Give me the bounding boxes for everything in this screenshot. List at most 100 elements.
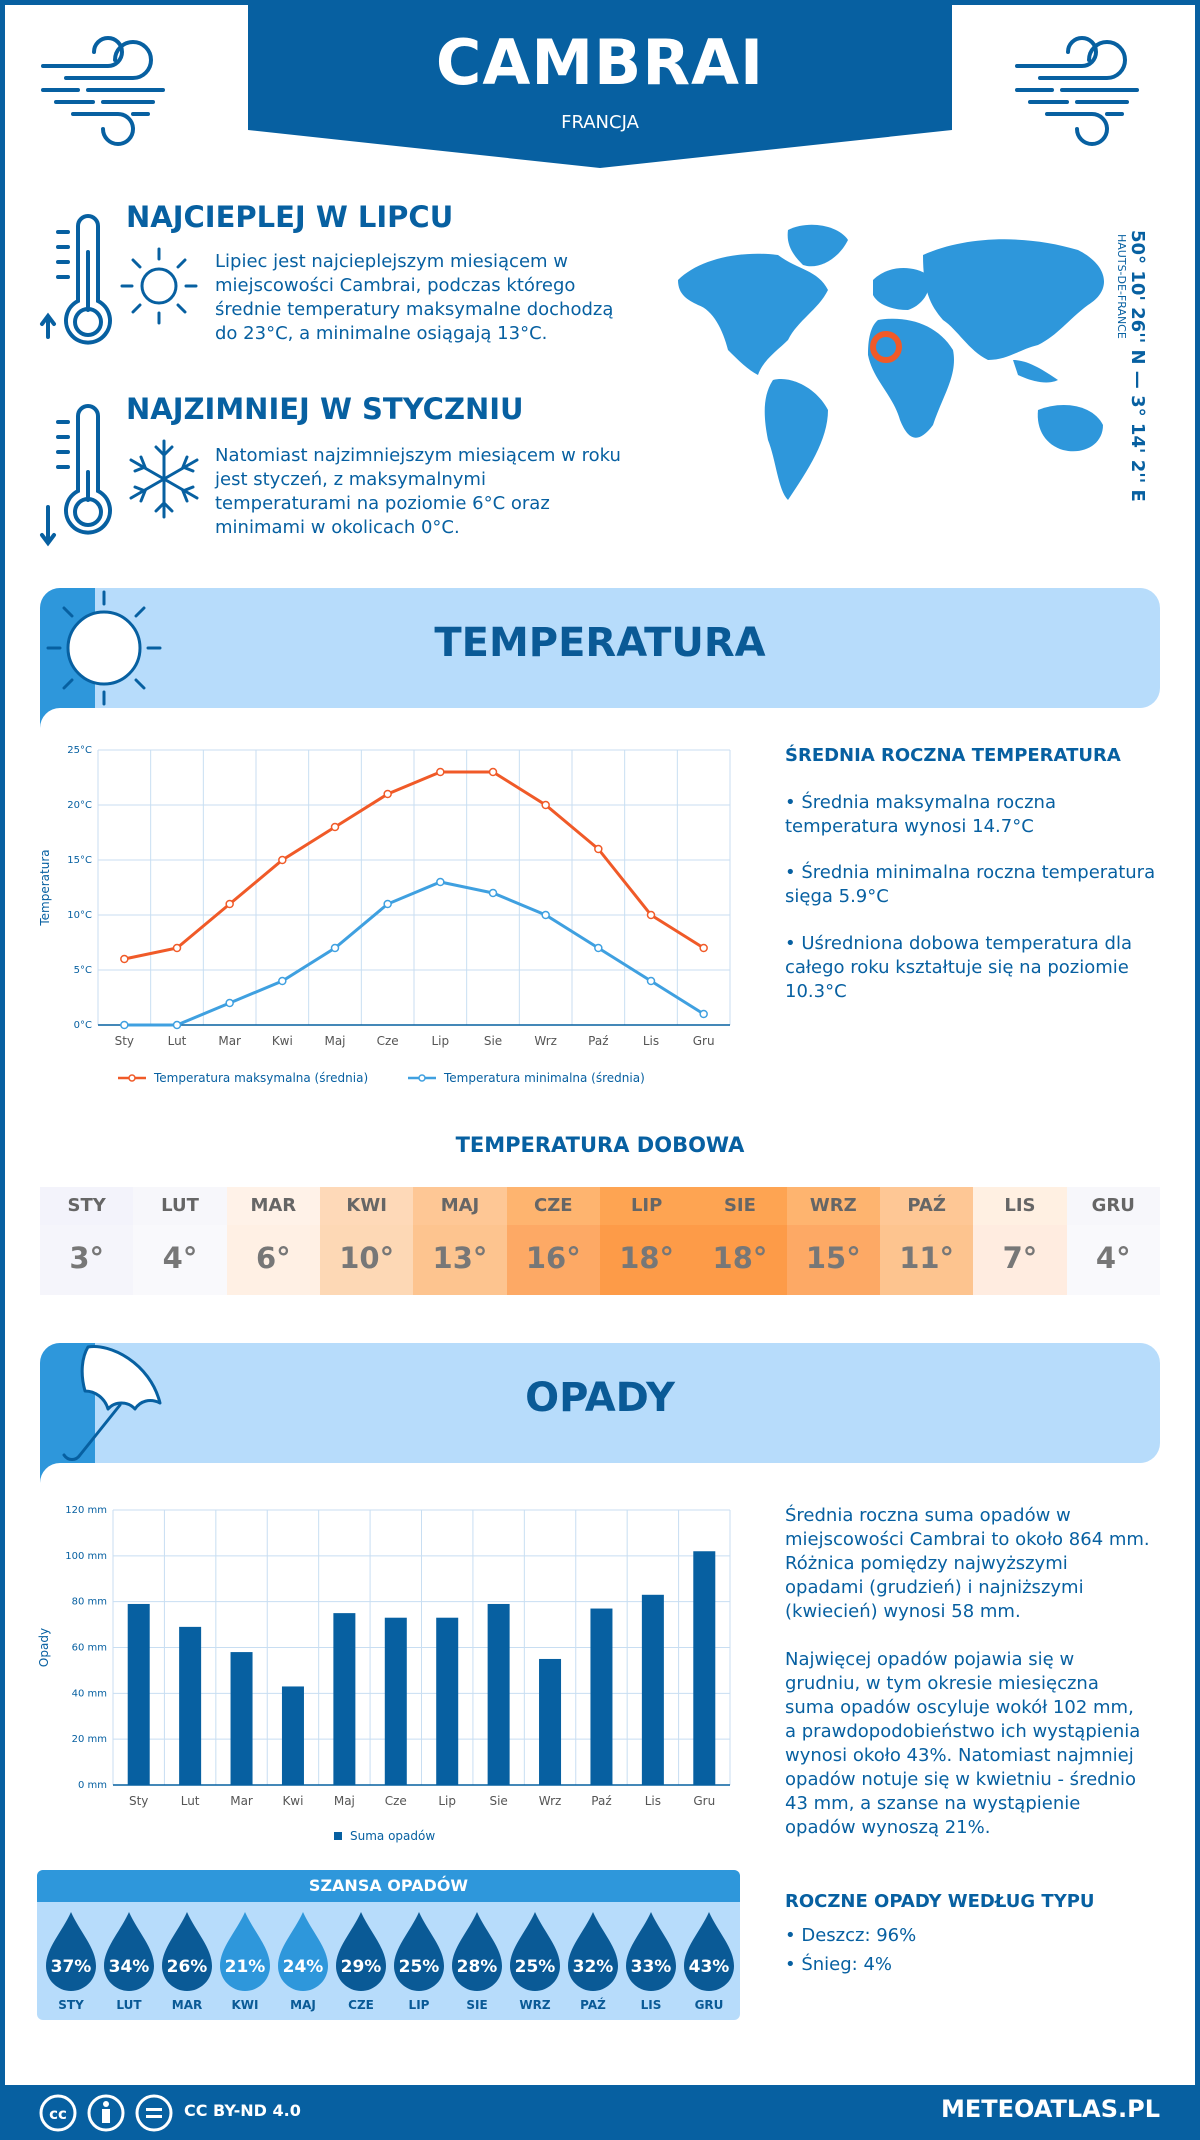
daily-temp-column: PAŹ 11°	[879, 1187, 974, 1295]
precip-chance-month: SIE	[466, 1998, 488, 2012]
y-tick-label: 20 mm	[72, 1734, 107, 1745]
daily-temp-value: 4°	[133, 1225, 227, 1295]
precip-chance-value: 21%	[224, 1957, 266, 1977]
wind-icon	[1015, 36, 1139, 146]
x-tick-label: Sie	[484, 1034, 502, 1048]
x-tick-label: Paź	[588, 1034, 608, 1048]
precip-chance-row: 37% STY 34% LUT 26% MAR 21% KWI 24% MAJ 29% CZE 25% L…	[42, 1910, 738, 2020]
y-tick-label: 40 mm	[72, 1688, 107, 1699]
thermometer-hot-icon	[40, 214, 112, 345]
raindrop-icon	[394, 1912, 444, 1991]
daily-temp-column: WRZ 15°	[786, 1187, 880, 1295]
daily-month-label: LIS	[973, 1187, 1067, 1225]
license-label: CC BY-ND 4.0	[184, 2101, 301, 2120]
daily-temp-column: LIS 7°	[973, 1187, 1067, 1295]
bar	[127, 1603, 150, 1785]
x-tick-label: Lis	[645, 1794, 661, 1808]
daily-month-label: MAR	[226, 1187, 320, 1225]
y-tick-label: 0 mm	[78, 1780, 107, 1791]
precip-detail: Najwięcej opadów pojawia się w grudniu, …	[785, 1649, 1141, 1838]
daily-temp-column: SIE 18°	[693, 1187, 787, 1295]
y-tick-label: 80 mm	[72, 1597, 107, 1608]
region-label: HAUTS-DE-FRANCE	[1115, 234, 1128, 339]
precip-chance-month: CZE	[348, 1998, 374, 2012]
precip-chance-item: 24% MAJ	[274, 1910, 332, 2020]
daily-temp-column: CZE 16°	[506, 1187, 600, 1295]
data-point	[594, 943, 603, 953]
precip-chance-value: 33%	[630, 1957, 672, 1977]
raindrop-icon	[568, 1912, 618, 1991]
precip-chance-item: 29% CZE	[332, 1910, 390, 2020]
precip-chance-item: 37% STY	[42, 1910, 100, 2020]
x-tick-label: Paź	[591, 1794, 611, 1808]
x-tick-label: Kwi	[282, 1794, 303, 1808]
site-link[interactable]: METEOATLAS.PL	[940, 2095, 1160, 2123]
legend-label: Temperatura minimalna (średnia)	[443, 1071, 645, 1085]
data-point	[646, 910, 656, 920]
x-tick-label: Mar	[230, 1794, 253, 1808]
data-point	[699, 943, 708, 953]
location-marker	[870, 331, 902, 363]
precip-chance-item: 26% MAR	[158, 1910, 216, 2020]
precip-chart: 0 mm 20 mm 40 mm 60 mm 80 mm 100 mm 120 mm Sty L…	[38, 1505, 731, 1843]
data-point	[120, 954, 129, 964]
precip-types-title: ROCZNE OPADY WEDŁUG TYPU	[785, 1891, 1095, 1912]
precip-chance-month: LIS	[640, 1998, 662, 2012]
precip-banner	[40, 1343, 1160, 1463]
precip-chance-month: MAJ	[290, 1998, 316, 2012]
data-point	[383, 789, 392, 799]
x-tick-label: Mar	[218, 1034, 241, 1048]
wind-icon	[41, 36, 165, 146]
data-point	[488, 888, 498, 898]
data-point	[488, 767, 498, 777]
bar	[539, 1658, 562, 1785]
bar	[333, 1613, 356, 1785]
daily-month-label: LIP	[599, 1187, 694, 1225]
raindrop-icon	[278, 1912, 328, 1991]
precip-chance-item: 21% KWI	[216, 1910, 274, 2020]
x-tick-label: Lip	[432, 1034, 450, 1048]
bar	[384, 1617, 407, 1785]
daily-temp-value: 11°	[879, 1225, 974, 1295]
daily-temp-value: 4°	[1066, 1225, 1160, 1295]
x-tick-label: Sty	[115, 1034, 134, 1048]
series-line	[124, 770, 705, 961]
data-point	[383, 899, 392, 909]
legend-marker	[418, 1074, 426, 1082]
nd-icon	[135, 2094, 173, 2132]
daily-temp-value: 16°	[506, 1225, 600, 1295]
precip-chance-title: SZANSA OPADÓW	[37, 1870, 740, 1902]
precip-chance-value: 26%	[166, 1957, 208, 1977]
bar	[693, 1551, 716, 1785]
data-point	[120, 1020, 129, 1030]
precip-chance-value: 29%	[340, 1957, 382, 1977]
daily-temp-column: MAR 6°	[226, 1187, 320, 1295]
sun-icon	[40, 588, 162, 728]
precip-chance-month: LUT	[116, 1998, 142, 2012]
raindrop-icon	[220, 1912, 270, 1991]
raindrop-icon	[626, 1912, 676, 1991]
by-icon	[87, 2094, 125, 2132]
y-tick-label: 5°C	[74, 965, 92, 976]
bar	[281, 1686, 304, 1785]
raindrop-icon	[46, 1912, 96, 1991]
map-africa	[868, 318, 954, 438]
svg-text:cc: cc	[49, 2105, 67, 2123]
daily-month-label: MAJ	[413, 1187, 507, 1225]
snowflake-icon	[129, 439, 199, 519]
daily-month-label: CZE	[506, 1187, 600, 1225]
raindrop-icon	[684, 1912, 734, 1991]
annual-temp-title: ŚREDNIA ROCZNA TEMPERATURA	[785, 745, 1121, 766]
precip-summary: Średnia roczna suma opadów w miejscowośc…	[785, 1505, 1150, 1622]
legend-label: Temperatura maksymalna (średnia)	[153, 1071, 368, 1085]
map-europe	[873, 268, 930, 310]
data-point	[225, 998, 234, 1008]
data-point	[646, 976, 656, 986]
precip-chance-value: 43%	[688, 1957, 730, 1977]
y-axis-label: Opady	[38, 1628, 51, 1667]
data-point	[436, 877, 445, 887]
precip-chance-value: 34%	[108, 1957, 150, 1977]
daily-temp-value: 6°	[226, 1225, 320, 1295]
temperature-banner	[40, 588, 1160, 708]
map-asia	[923, 239, 1105, 360]
